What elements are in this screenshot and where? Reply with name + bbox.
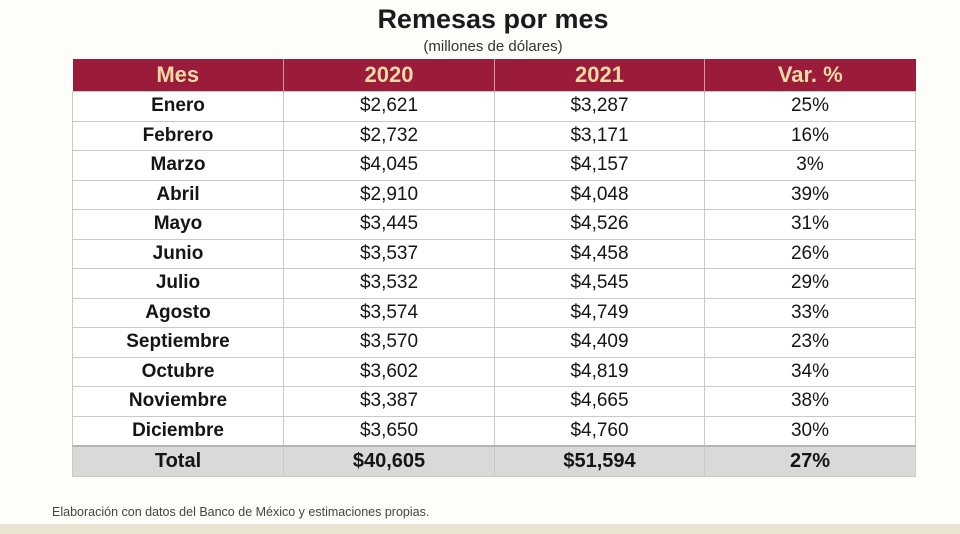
- variation-cell: 29%: [704, 268, 916, 299]
- value-2021-cell: $4,749: [494, 297, 705, 328]
- value-2021-cell: $4,526: [494, 209, 705, 240]
- variation-cell: 31%: [704, 209, 916, 240]
- table-row: Abril $2,910 $4,048 39%: [72, 179, 916, 210]
- table-row: Diciembre $3,650 $4,760 30%: [72, 415, 916, 447]
- remittances-table: Mes 2020 2021 Var. % Enero $2,621 $3,287 25…: [72, 59, 916, 477]
- value-2021-cell: $4,409: [494, 327, 705, 358]
- variation-cell: 34%: [704, 356, 916, 387]
- variation-cell: 26%: [704, 238, 916, 269]
- value-2020-cell: $2,910: [283, 179, 495, 210]
- value-2020-cell: $2,621: [283, 91, 495, 122]
- variation-cell: 23%: [704, 327, 916, 358]
- month-cell: Marzo: [72, 150, 284, 181]
- table-row: Mayo $3,445 $4,526 31%: [72, 209, 916, 240]
- table-row: Marzo $4,045 $4,157 3%: [72, 150, 916, 181]
- table-row: Septiembre $3,570 $4,409 23%: [72, 327, 916, 358]
- column-header-mes: Mes: [72, 59, 284, 92]
- value-2021-cell: $3,171: [494, 120, 705, 151]
- source-footnote: Elaboración con datos del Banco de Méxic…: [52, 505, 430, 519]
- total-2021-cell: $51,594: [494, 445, 705, 477]
- column-header-var: Var. %: [704, 59, 916, 92]
- variation-cell: 25%: [704, 91, 916, 122]
- value-2020-cell: $3,650: [283, 415, 495, 447]
- variation-cell: 39%: [704, 179, 916, 210]
- month-cell: Mayo: [72, 209, 284, 240]
- value-2020-cell: $3,445: [283, 209, 495, 240]
- value-2021-cell: $4,665: [494, 386, 705, 417]
- total-label-cell: Total: [72, 445, 284, 477]
- month-cell: Julio: [72, 268, 284, 299]
- variation-cell: 3%: [704, 150, 916, 181]
- month-cell: Abril: [72, 179, 284, 210]
- value-2020-cell: $3,574: [283, 297, 495, 328]
- variation-cell: 16%: [704, 120, 916, 151]
- table-row: Octubre $3,602 $4,819 34%: [72, 356, 916, 387]
- table-row: Julio $3,532 $4,545 29%: [72, 268, 916, 299]
- total-2020-cell: $40,605: [283, 445, 495, 477]
- variation-cell: 30%: [704, 415, 916, 447]
- header-row: Mes 2020 2021 Var. %: [72, 59, 916, 92]
- value-2021-cell: $4,458: [494, 238, 705, 269]
- bottom-band: [0, 524, 960, 534]
- table-row: Agosto $3,574 $4,749 33%: [72, 297, 916, 328]
- value-2020-cell: $4,045: [283, 150, 495, 181]
- total-variation-cell: 27%: [704, 445, 916, 477]
- value-2021-cell: $4,157: [494, 150, 705, 181]
- value-2020-cell: $3,602: [283, 356, 495, 387]
- month-cell: Octubre: [72, 356, 284, 387]
- value-2021-cell: $4,048: [494, 179, 705, 210]
- month-cell: Diciembre: [72, 415, 284, 447]
- table-row: Enero $2,621 $3,287 25%: [72, 91, 916, 122]
- table-title: Remesas por mes: [377, 4, 609, 34]
- month-cell: Septiembre: [72, 327, 284, 358]
- table-row: Febrero $2,732 $3,171 16%: [72, 120, 916, 151]
- table-subtitle: (millones de dólares): [423, 38, 563, 55]
- value-2020-cell: $3,537: [283, 238, 495, 269]
- value-2020-cell: $3,532: [283, 268, 495, 299]
- variation-cell: 38%: [704, 386, 916, 417]
- value-2021-cell: $4,545: [494, 268, 705, 299]
- table-body: Enero $2,621 $3,287 25% Febrero $2,732 $3,171 1…: [72, 91, 916, 477]
- value-2021-cell: $4,760: [494, 415, 705, 447]
- table-row: Noviembre $3,387 $4,665 38%: [72, 386, 916, 417]
- month-cell: Junio: [72, 238, 284, 269]
- total-row: Total $40,605 $51,594 27%: [72, 445, 916, 477]
- variation-cell: 33%: [704, 297, 916, 328]
- value-2021-cell: $3,287: [494, 91, 705, 122]
- month-cell: Agosto: [72, 297, 284, 328]
- column-header-2020: 2020: [283, 59, 495, 92]
- value-2020-cell: $3,570: [283, 327, 495, 358]
- column-header-2021: 2021: [494, 59, 705, 92]
- value-2020-cell: $2,732: [283, 120, 495, 151]
- month-cell: Noviembre: [72, 386, 284, 417]
- month-cell: Febrero: [72, 120, 284, 151]
- value-2021-cell: $4,819: [494, 356, 705, 387]
- month-cell: Enero: [72, 91, 284, 122]
- value-2020-cell: $3,387: [283, 386, 495, 417]
- table-row: Junio $3,537 $4,458 26%: [72, 238, 916, 269]
